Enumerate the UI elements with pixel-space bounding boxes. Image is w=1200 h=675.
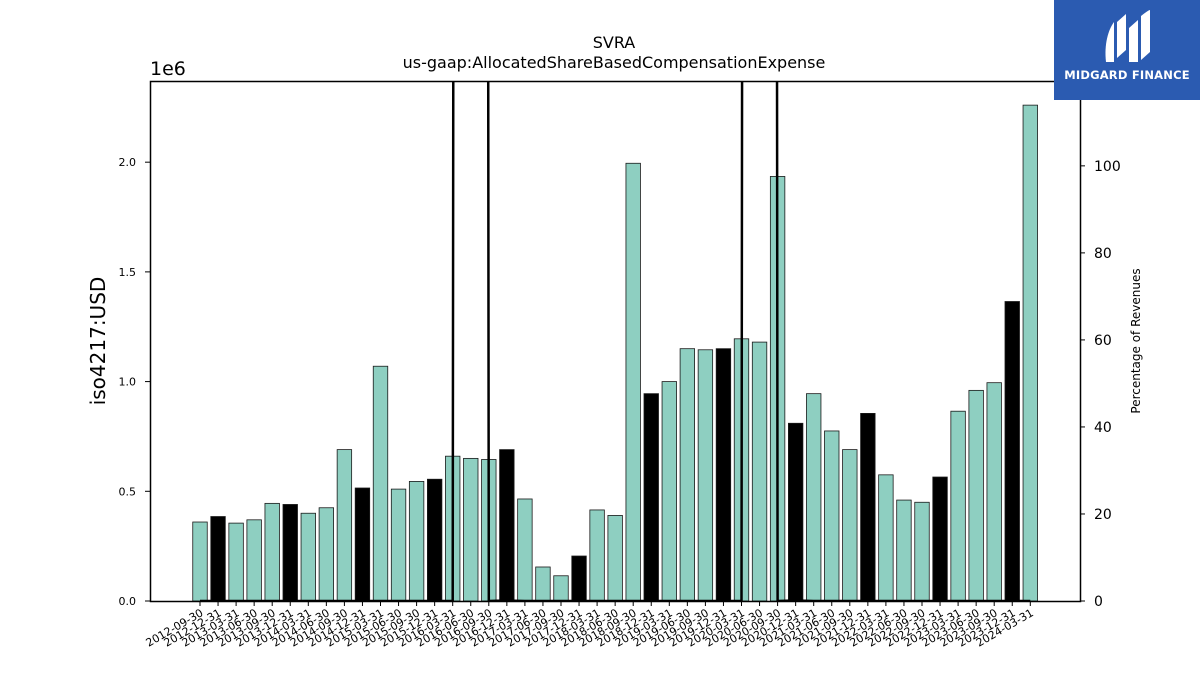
bar-2017-03-31 xyxy=(517,498,533,602)
y-tick-label: 1.5 xyxy=(119,266,137,279)
y2-tick-label: 0 xyxy=(1094,594,1103,610)
bar-2021-06-30 xyxy=(824,430,840,602)
y-tick-label: 0.0 xyxy=(119,595,137,608)
bar-2018-03-31 xyxy=(589,509,605,602)
chart-subtitle: us-gaap:AllocatedShareBasedCompensationE… xyxy=(403,53,826,72)
logo-mark-icon xyxy=(1105,10,1150,62)
bar-2018-09-30 xyxy=(625,162,641,602)
y2-tick-label: 100 xyxy=(1094,159,1121,175)
bar-2012-09-30 xyxy=(192,521,208,602)
bar-2016-12-31 xyxy=(499,449,515,602)
bar-2019-09-30 xyxy=(697,349,714,602)
bar-2016-06-30 xyxy=(463,457,479,602)
bar-2013-03-31 xyxy=(228,522,244,602)
bar-2023-12-31 xyxy=(1004,301,1020,602)
plot-frame xyxy=(149,80,1082,603)
bar-2015-03-31 xyxy=(372,365,389,602)
chart-title: SVRA xyxy=(593,33,636,52)
bar-2022-12-31 xyxy=(932,476,948,602)
bar-2021-09-30 xyxy=(842,449,858,602)
y2-tick-label: 40 xyxy=(1094,420,1112,436)
bar-2021-12-31 xyxy=(860,413,876,602)
ticks-group: 0.0 0.5 1.0 1.5 2.0 0 20 40 60 80 100 xyxy=(119,156,1121,610)
bar-2020-12-31 xyxy=(788,422,804,602)
bar-2012-12-31 xyxy=(210,516,226,602)
bar-2017-12-31 xyxy=(571,555,587,602)
bar-2014-06-30 xyxy=(318,507,335,602)
bars-group xyxy=(192,104,1038,602)
y-multiplier-label: 1e6 xyxy=(150,58,186,80)
bar-2013-06-30 xyxy=(246,519,262,602)
bar-2013-09-30 xyxy=(264,502,280,602)
bar-2023-09-30 xyxy=(986,382,1002,602)
bar-2014-12-31 xyxy=(354,487,371,602)
bar-2019-12-31 xyxy=(715,348,732,602)
bar-2014-09-30 xyxy=(336,449,353,602)
y-tick-label: 2.0 xyxy=(119,156,137,169)
y2-tick-label: 80 xyxy=(1094,246,1112,262)
y2-tick-label: 20 xyxy=(1094,507,1112,523)
bar-2017-09-30 xyxy=(553,575,569,602)
bar-2022-09-30 xyxy=(914,501,930,602)
bar-2019-06-30 xyxy=(679,348,695,602)
brand-logo: MIDGARD FINANCE xyxy=(1054,0,1200,100)
bar-2022-03-31 xyxy=(878,474,894,602)
bar-2021-03-31 xyxy=(806,393,822,602)
y2-tick-label: 60 xyxy=(1094,333,1112,349)
bar-2020-06-30 xyxy=(751,341,768,602)
x-tick-labels-group: 2012-09-302012-12-312013-03-312013-06-30… xyxy=(144,606,1036,649)
bar-2023-06-30 xyxy=(968,389,984,602)
bar-2018-12-31 xyxy=(643,393,659,602)
bar-2022-06-30 xyxy=(896,499,912,602)
bar-2015-06-30 xyxy=(390,488,407,602)
bar-2018-06-30 xyxy=(607,515,623,602)
logo-text: MIDGARD FINANCE xyxy=(1064,68,1190,82)
y-tick-label: 0.5 xyxy=(119,485,137,498)
bar-2015-12-31 xyxy=(426,478,443,602)
y-tick-label: 1.0 xyxy=(119,376,137,389)
y-axis-label: iso4217:USD xyxy=(86,277,110,406)
bar-2014-03-31 xyxy=(300,512,316,602)
bar-2023-03-31 xyxy=(950,410,966,602)
bar-2019-03-31 xyxy=(661,381,677,602)
bar-2024-03-31 xyxy=(1022,104,1038,602)
bar-2017-06-30 xyxy=(535,566,551,602)
y2-axis-label: Percentage of Revenues xyxy=(1129,268,1143,413)
bar-2013-12-31 xyxy=(282,504,298,602)
bar-2015-09-30 xyxy=(408,481,425,602)
